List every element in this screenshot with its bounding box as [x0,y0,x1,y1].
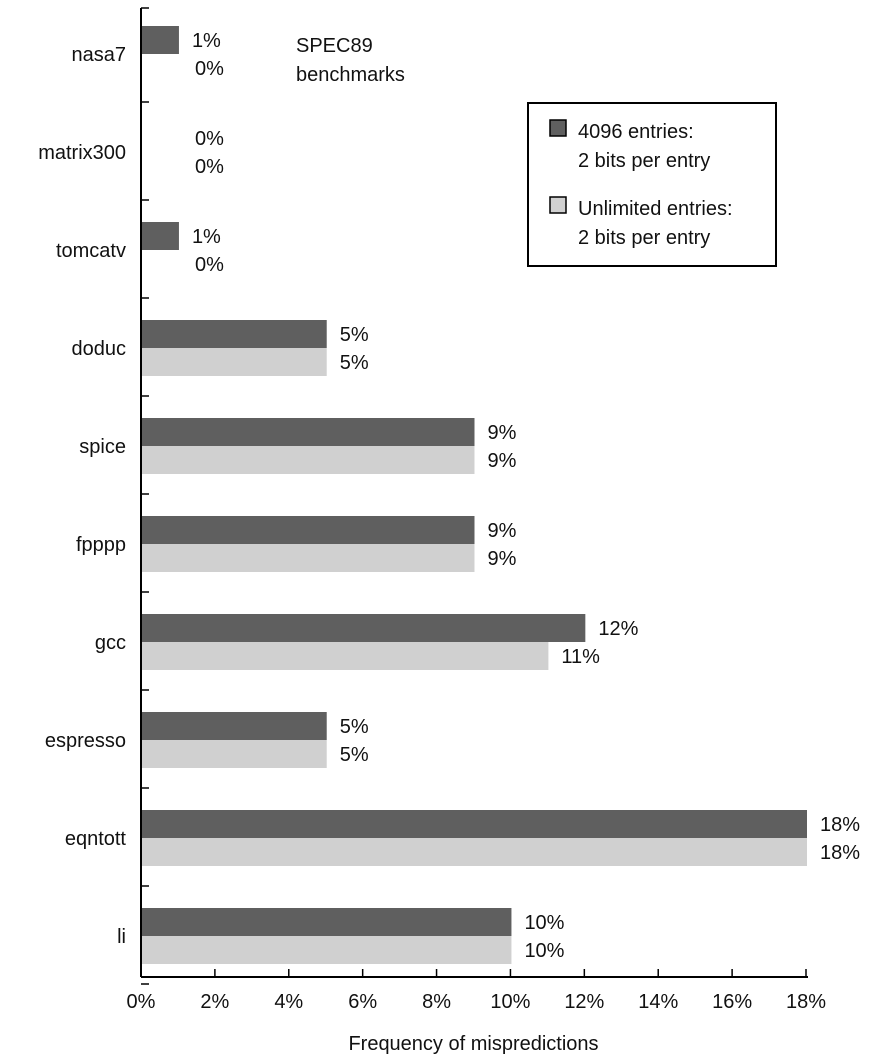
bar-unlimited-entries [142,544,475,572]
value-label: 10% [524,912,564,934]
value-label: 0% [195,156,224,178]
value-label: 5% [340,352,369,374]
value-label: 9% [488,450,517,472]
bar-4096-entries [142,810,807,838]
legend-label: 2 bits per entry [578,150,710,172]
bar-unlimited-entries [142,740,327,768]
x-tick-label: 16% [712,991,752,1013]
value-label: 9% [488,422,517,444]
value-label: 10% [524,940,564,962]
value-label: 0% [195,254,224,276]
bar-4096-entries [142,908,512,936]
bar-unlimited-entries [142,642,549,670]
value-label: 1% [192,30,221,52]
bar-unlimited-entries [142,936,512,964]
category-label: spice [79,436,126,458]
bar-unlimited-entries [142,446,475,474]
legend-box [527,102,777,267]
bar-unlimited-entries [142,348,327,376]
legend-swatch [549,196,567,214]
annotation-text: SPEC89 [296,35,373,57]
category-label: matrix300 [38,142,126,164]
category-label: fpppp [76,534,126,556]
x-tick-label: 6% [348,991,377,1013]
value-label: 9% [488,548,517,570]
bar-4096-entries [142,26,179,54]
bar-unlimited-entries [142,838,807,866]
category-label: gcc [95,632,126,654]
x-tick-label: 2% [200,991,229,1013]
x-tick-label: 0% [127,991,156,1013]
value-label: 1% [192,226,221,248]
legend-label: 4096 entries: [578,121,694,143]
category-label: tomcatv [56,240,126,262]
value-label: 18% [820,814,860,836]
x-tick-label: 14% [638,991,678,1013]
bar-4096-entries [142,516,475,544]
annotation-text: benchmarks [296,64,405,86]
legend-label: 2 bits per entry [578,227,710,249]
value-label: 5% [340,716,369,738]
value-label: 12% [598,618,638,640]
value-label: 0% [195,128,224,150]
category-label: doduc [72,338,127,360]
legend-swatch [549,119,567,137]
category-label: li [117,926,126,948]
value-label: 5% [340,324,369,346]
bar-4096-entries [142,222,179,250]
bar-4096-entries [142,418,475,446]
value-label: 18% [820,842,860,864]
value-label: 9% [488,520,517,542]
x-tick-label: 10% [490,991,530,1013]
value-label: 11% [561,646,600,668]
category-label: nasa7 [72,44,127,66]
bar-4096-entries [142,712,327,740]
x-axis-title: Frequency of mispredictions [348,1033,598,1055]
x-tick-label: 8% [422,991,451,1013]
x-tick-label: 12% [564,991,604,1013]
category-label: eqntott [65,828,127,850]
x-tick-label: 18% [786,991,826,1013]
value-label: 5% [340,744,369,766]
value-label: 0% [195,58,224,80]
bar-4096-entries [142,320,327,348]
legend-label: Unlimited entries: [578,198,733,220]
bar-4096-entries [142,614,586,642]
x-tick-label: 4% [274,991,303,1013]
category-label: espresso [45,730,126,752]
